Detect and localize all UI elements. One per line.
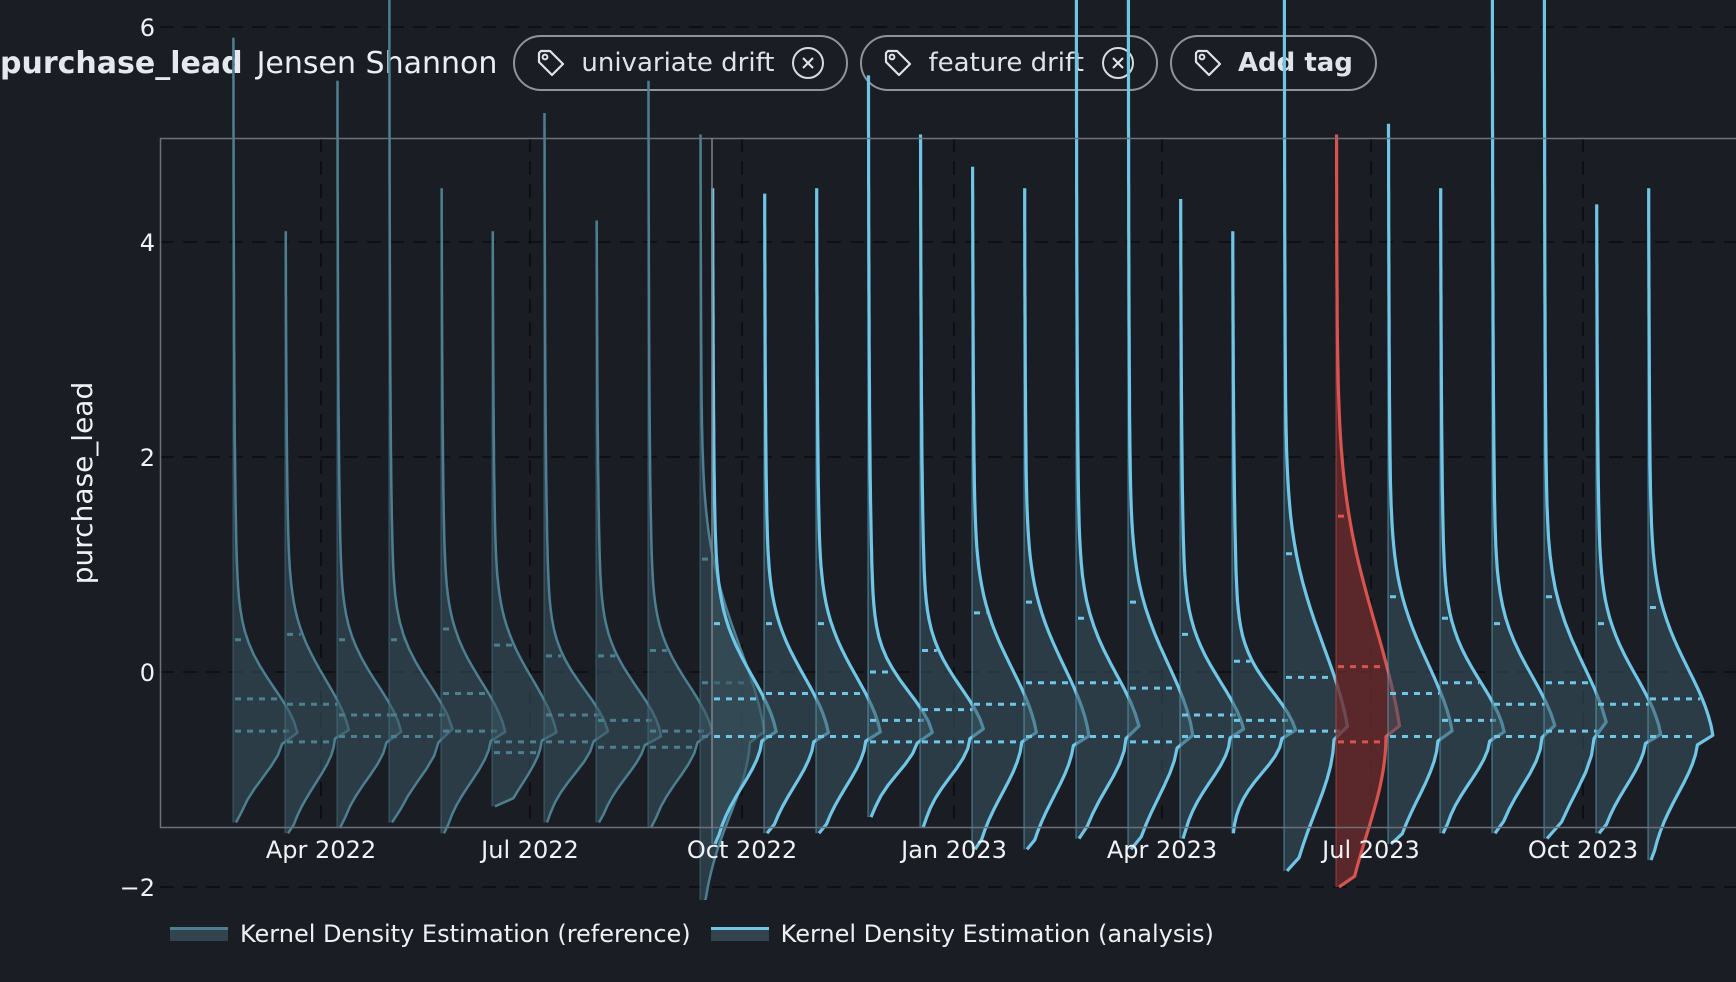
close-icon	[1112, 57, 1124, 69]
violin-body	[1596, 204, 1661, 834]
legend-swatch-reference	[170, 927, 228, 941]
y-tick-label: 0	[140, 659, 155, 687]
x-ticks: Apr 2022 Jul 2022 Oct 2022 Jan 2023 Apr 2023…	[266, 836, 1638, 864]
tag-univariate-drift: univariate drift	[513, 35, 849, 91]
violin-body	[1180, 199, 1244, 839]
violin-chunk[interactable]	[1334, 134, 1402, 889]
violin-body	[764, 193, 829, 834]
x-tick-label: Apr 2022	[266, 836, 376, 864]
violin-body	[972, 166, 1037, 850]
x-tick-label: Jul 2022	[479, 836, 579, 864]
violin-body	[712, 188, 777, 845]
legend-item-analysis[interactable]: Kernel Density Estimation (analysis)	[710, 920, 1214, 948]
violin-outline	[866, 75, 934, 818]
x-tick-label: Jul 2023	[1320, 836, 1420, 864]
violin-chunk[interactable]	[388, 0, 454, 824]
remove-tag-button[interactable]	[1101, 47, 1134, 79]
violin-outline	[232, 37, 299, 824]
violin-body	[441, 188, 506, 834]
violins	[232, 0, 1715, 900]
violin-chunk[interactable]	[866, 75, 934, 818]
legend-swatch-analysis	[710, 927, 769, 941]
tag-icon	[1194, 49, 1222, 77]
violin-body	[1076, 0, 1139, 839]
violin-chunk[interactable]	[543, 113, 610, 823]
plot-frame	[159, 137, 1736, 829]
tag-icon	[538, 49, 565, 77]
y-ticks: −202468	[120, 14, 155, 900]
violin-body	[1648, 188, 1713, 861]
violin-body	[389, 0, 453, 823]
violin-chunk[interactable]	[1074, 0, 1141, 840]
x-tick-label: Oct 2022	[687, 836, 797, 864]
violin-chunk[interactable]	[1490, 0, 1557, 835]
legend-label: Kernel Density Estimation (reference)	[240, 920, 691, 948]
violin-body	[544, 113, 608, 823]
violin-body	[1388, 123, 1453, 845]
column-name: purchase_lead	[0, 45, 243, 81]
legend-item-reference[interactable]: Kernel Density Estimation (reference)	[170, 920, 691, 948]
add-tag-label: Add tag	[1237, 48, 1353, 78]
tag-label: feature drift	[928, 48, 1084, 78]
axes	[159, 137, 1736, 829]
header-bar: purchase_lead Jensen Shannon univariate …	[0, 34, 1389, 92]
tag-label: univariate drift	[581, 48, 775, 78]
violin-body	[1232, 231, 1296, 834]
y-axis-label: purchase_lead	[66, 382, 99, 584]
tag-feature-drift: feature drift	[860, 35, 1158, 91]
metric-name: Jensen Shannon	[256, 45, 498, 81]
close-icon	[802, 57, 815, 69]
legend: Kernel Density Estimation (reference) Ke…	[170, 920, 1234, 948]
violin-body	[233, 37, 298, 823]
y-tick-label: 2	[140, 444, 155, 472]
x-tick-label: Apr 2023	[1107, 836, 1217, 864]
violin-body	[1440, 188, 1505, 834]
tag-icon	[885, 49, 912, 77]
violin-outline	[1334, 134, 1402, 889]
violin-body	[596, 220, 661, 823]
violin-chunk[interactable]	[1647, 188, 1715, 861]
y-tick-label: 4	[140, 229, 155, 257]
violin-body	[920, 134, 984, 828]
violin-outline	[1542, 0, 1608, 840]
y-tick-label: 6	[140, 14, 155, 42]
remove-tag-button[interactable]	[792, 47, 825, 79]
violin-body	[492, 231, 557, 807]
violin-body	[1128, 0, 1193, 850]
legend-label: Kernel Density Estimation (analysis)	[780, 920, 1214, 948]
x-tick-label: Oct 2023	[1528, 836, 1638, 864]
x-tick-label: Jan 2023	[899, 836, 1007, 864]
violin-body	[1544, 0, 1607, 839]
violin-outline	[1647, 188, 1715, 861]
violin-body	[816, 188, 881, 834]
violin-outline	[543, 113, 610, 823]
add-tag-button[interactable]: Add tag	[1169, 35, 1377, 91]
violin-body	[1284, 0, 1348, 871]
violin-body	[1336, 134, 1400, 887]
violin-body	[285, 231, 349, 834]
y-tick-label: −2	[120, 874, 155, 900]
